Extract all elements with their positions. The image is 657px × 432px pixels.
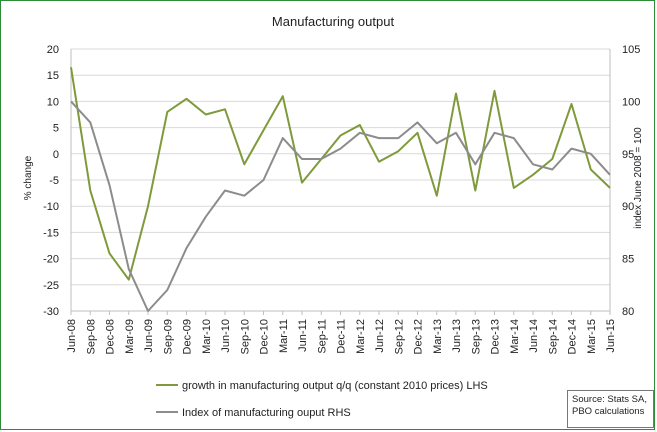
source-line-1: Source: Stats SA,: [572, 394, 647, 405]
right-tick-label: 80: [622, 306, 634, 318]
x-tick-label: Mar-13: [432, 319, 444, 354]
left-tick-label: 0: [53, 149, 59, 161]
gridlines: [71, 48, 610, 312]
x-tick-label: Jun-11: [297, 319, 309, 352]
series-line-1: [70, 67, 611, 281]
x-tick-label: Mar-12: [355, 319, 367, 354]
x-tick-label: Dec-13: [490, 319, 502, 354]
legend-label: Index of manufacturing ouput RHS: [182, 407, 351, 419]
legend: growth in manufacturing output q/q (cons…: [156, 380, 488, 419]
series-lines: [70, 67, 611, 312]
x-tick-label: Dec-09: [182, 319, 194, 354]
left-tick-label: -25: [43, 280, 59, 292]
left-tick-label: -5: [49, 175, 59, 187]
left-tick-label: 20: [47, 44, 59, 56]
left-axis-label: % change: [23, 155, 34, 200]
series-line-2: [70, 100, 611, 312]
right-tick-label: 85: [622, 254, 634, 266]
right-tick-label: 100: [622, 96, 640, 108]
left-axis-ticks: 20 15 10 5 0 -5 -10 -15 -20 -25 -30: [43, 44, 59, 318]
left-tick-label: 5: [53, 123, 59, 135]
x-tick-label: Jun-15: [605, 319, 617, 353]
x-tick-label: Dec-08: [105, 319, 117, 354]
x-tick-label: Jun-09: [143, 319, 155, 353]
x-tick-label: Jun-14: [528, 319, 540, 353]
x-tick-label: Sep-11: [316, 319, 328, 354]
right-tick-label: 95: [622, 149, 634, 161]
source-note: Source: Stats SA, PBO calculations: [567, 390, 654, 428]
right-axis-label: index June 2008 = 100: [633, 127, 644, 229]
x-axis-ticks: Jun-08 Sep-08 Dec-08 Mar-09 Jun-09 Sep-09 Dec-…: [66, 311, 617, 354]
right-tick-label: 105: [622, 44, 640, 56]
x-tick-label: Jun-13: [451, 319, 463, 353]
left-tick-label: -10: [43, 201, 59, 213]
x-tick-label: Sep-12: [393, 319, 405, 354]
x-tick-label: Jun-12: [374, 319, 386, 353]
x-tick-label: Dec-11: [336, 319, 348, 354]
x-tick-label: Mar-10: [201, 319, 213, 354]
x-tick-label: Dec-10: [259, 319, 271, 354]
left-tick-label: 15: [47, 70, 59, 82]
legend-label: growth in manufacturing output q/q (cons…: [182, 380, 488, 392]
x-tick-label: Sep-14: [547, 319, 559, 354]
x-tick-label: Sep-09: [162, 319, 174, 354]
left-tick-label: 10: [47, 96, 59, 108]
x-tick-label: Sep-08: [85, 319, 97, 354]
x-tick-label: Mar-15: [586, 319, 598, 354]
x-tick-label: Sep-13: [470, 319, 482, 354]
x-tick-label: Mar-09: [124, 319, 136, 354]
left-tick-label: -20: [43, 254, 59, 266]
x-tick-label: Jun-10: [220, 319, 232, 353]
x-tick-label: Sep-10: [239, 319, 251, 354]
x-tick-label: Dec-12: [413, 319, 425, 354]
x-tick-label: Mar-14: [509, 319, 521, 354]
source-line-2: PBO calculations: [572, 406, 645, 417]
chart-title: Manufacturing output: [272, 14, 395, 29]
right-axis-ticks: 105 100 95 90 85 80: [622, 44, 640, 318]
x-tick-label: Jun-08: [66, 319, 78, 353]
left-tick-label: -30: [43, 306, 59, 318]
x-tick-label: Dec-14: [567, 319, 579, 354]
left-tick-label: -15: [43, 227, 59, 239]
x-tick-label: Mar-11: [278, 319, 290, 353]
right-tick-label: 90: [622, 201, 634, 213]
